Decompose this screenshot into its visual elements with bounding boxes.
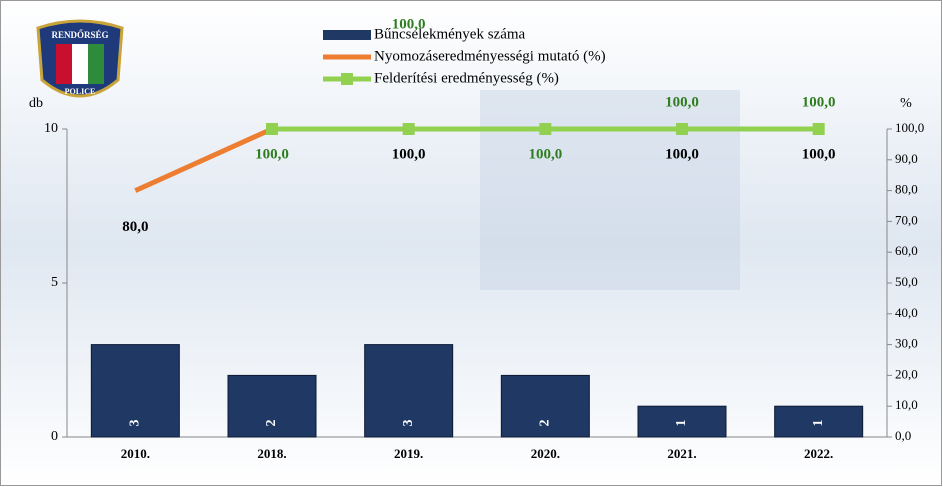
- data-label: 100,0: [528, 146, 562, 162]
- legend-label: Felderítési eredményesség (%): [374, 70, 559, 86]
- x-tick-label: 2018.: [257, 446, 286, 461]
- y2-tick-label: 90,0: [895, 151, 918, 166]
- bar: [90, 344, 180, 438]
- x-tick-label: 2010.: [121, 446, 150, 461]
- legend-swatch: [341, 73, 353, 85]
- x-tick-label: 2022.: [804, 446, 833, 461]
- bar-value-label: 1: [674, 420, 689, 427]
- bar-value-label: 2: [264, 420, 279, 427]
- data-label: 100,0: [392, 146, 426, 162]
- bar-value-label: 1: [811, 420, 826, 427]
- marker: [676, 123, 688, 135]
- logo-text: POLICE: [65, 87, 96, 96]
- marker: [402, 123, 415, 135]
- y2-tick-label: 50,0: [895, 274, 918, 289]
- marker: [539, 123, 552, 135]
- marker: [266, 123, 278, 135]
- y-tick-label: 0: [51, 429, 58, 444]
- legend-label: Bűncselekmények száma: [374, 26, 526, 42]
- legend-swatch: [323, 30, 371, 40]
- bar: [500, 374, 590, 438]
- y2-tick-label: 80,0: [895, 182, 918, 197]
- bar-value-label: 3: [128, 420, 143, 427]
- y-tick-label: 10: [44, 121, 58, 136]
- marker: [812, 123, 825, 135]
- x-tick-label: 2020.: [531, 446, 560, 461]
- data-label: 100,0: [665, 146, 699, 162]
- legend-label: Nyomozáseredményességi mutató (%): [374, 48, 606, 64]
- y2-tick-label: 40,0: [895, 305, 918, 320]
- bar-value-label: 2: [538, 420, 553, 427]
- data-label: 100,0: [802, 146, 836, 162]
- x-tick-label: 2021.: [667, 446, 696, 461]
- y-axis-label: db: [29, 96, 43, 111]
- bar: [774, 405, 864, 438]
- data-label: 100,0: [802, 94, 836, 110]
- x-tick-label: 2019.: [394, 446, 423, 461]
- y-tick-label: 5: [51, 275, 58, 290]
- data-label: 100,0: [255, 146, 289, 162]
- bar: [637, 405, 727, 438]
- y2-tick-label: 10,0: [895, 397, 918, 412]
- y2-tick-label: 30,0: [895, 336, 918, 351]
- background-building: [480, 90, 740, 290]
- y2-tick-label: 20,0: [895, 366, 918, 381]
- logo: RENDŐRSÉG POLICE: [36, 19, 124, 98]
- y2-tick-label: 70,0: [895, 212, 918, 227]
- bar-value-label: 3: [401, 420, 416, 427]
- y2-tick-label: 100,0: [895, 120, 924, 135]
- data-label: 100,0: [392, 16, 426, 32]
- y2-tick-label: 0,0: [895, 428, 911, 443]
- y2-tick-label: 60,0: [895, 243, 918, 258]
- data-label: 80,0: [122, 219, 148, 235]
- bar: [364, 344, 454, 438]
- bar: [227, 374, 317, 438]
- y2-axis-label: %: [900, 96, 912, 111]
- data-label: 100,0: [665, 94, 699, 110]
- logo-text: RENDŐRSÉG: [51, 30, 108, 40]
